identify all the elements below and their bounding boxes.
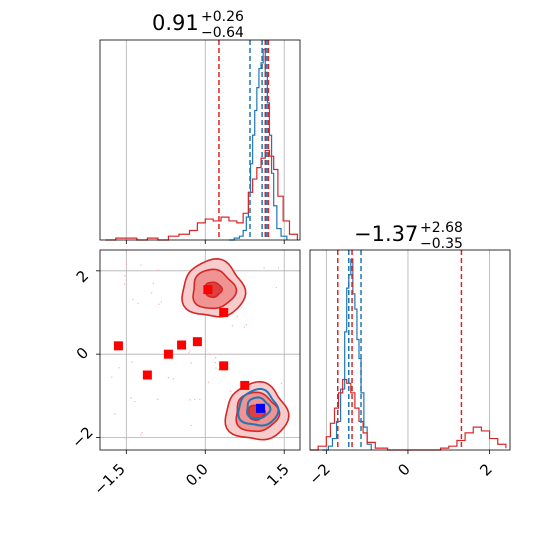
sample-dot: [214, 361, 217, 364]
histogram-series: [105, 149, 298, 241]
sample-dot: [167, 376, 170, 379]
histogram-series: [310, 378, 507, 451]
param1-title-upper: +0.26: [201, 9, 244, 25]
joint-ytick-label: 2: [73, 267, 92, 286]
param1-title-value: 0.91: [152, 11, 199, 35]
joint-scatter-panel: [96, 249, 301, 454]
sample-dot: [125, 263, 128, 265]
sample-dot: [275, 286, 278, 289]
contour-level: [237, 387, 280, 427]
sample-dot: [215, 367, 217, 369]
sample-dot: [245, 324, 248, 326]
sample-dot: [236, 315, 238, 318]
sample-dot: [207, 381, 210, 384]
scatter-point: [142, 370, 152, 380]
sample-dot: [141, 431, 143, 434]
scatter-point: [219, 308, 229, 317]
sample-dot: [194, 398, 196, 401]
sample-dot: [111, 376, 113, 378]
sample-dot: [124, 275, 126, 277]
joint-xtick-label: 1.5: [263, 460, 293, 490]
scatter-point: [219, 361, 229, 371]
sample-dot: [280, 382, 283, 385]
param1-title-lower: −0.64: [201, 25, 244, 41]
sample-dot: [199, 398, 201, 401]
param2-title-value: −1.37: [354, 222, 418, 246]
param1-title: 0.91 +0.26 −0.64: [152, 9, 244, 41]
sample-dot: [152, 282, 154, 284]
param2-xtick-label: 2: [476, 460, 495, 479]
truth-point: [256, 403, 266, 413]
sample-dot: [124, 437, 126, 439]
param1-marginal-panel: [99, 39, 301, 244]
sample-dot: [130, 397, 132, 399]
contour-level: [246, 396, 272, 420]
sample-dot: [140, 434, 142, 436]
sample-dot: [210, 353, 212, 356]
scatter-point: [240, 380, 250, 390]
sample-dot: [214, 356, 217, 359]
histogram-series: [228, 48, 288, 241]
sample-dot: [172, 378, 175, 380]
sample-dot: [132, 298, 134, 301]
scatter-point: [203, 285, 213, 295]
param2-xtick-label: −2: [305, 460, 333, 488]
sample-dot: [209, 436, 211, 439]
sample-dot: [190, 424, 192, 427]
sample-dot: [277, 267, 280, 269]
sample-dot: [189, 350, 191, 352]
sample-dot: [231, 325, 234, 327]
axes-frame: [99, 249, 301, 451]
sample-dot: [160, 300, 163, 303]
sample-dot: [114, 413, 116, 415]
scatter-point: [177, 340, 187, 350]
joint-ytick-label: 0: [73, 344, 92, 363]
axes-frame: [309, 249, 511, 451]
scatter-point: [113, 341, 123, 351]
sample-dot: [150, 292, 153, 294]
sample-dot: [123, 283, 126, 285]
sample-dot: [188, 352, 190, 354]
joint-xtick-label: 0.0: [182, 460, 212, 490]
joint-ytick-label: −2: [68, 423, 96, 451]
sample-dot: [137, 302, 139, 304]
histogram-series: [322, 258, 372, 451]
sample-dot: [131, 361, 133, 363]
sample-dot: [243, 326, 245, 328]
sample-dot: [157, 269, 159, 272]
sample-dot: [118, 367, 120, 369]
sample-dot: [190, 362, 192, 364]
sample-dot: [263, 267, 265, 269]
joint-xtick-label: −1.5: [90, 460, 128, 498]
param2-title: −1.37 +2.68 −0.35: [354, 220, 463, 252]
param2-marginal-panel: [309, 249, 511, 454]
param2-title-lower: −0.35: [420, 236, 463, 252]
param2-xtick-label: 0: [394, 460, 413, 479]
sample-dot: [189, 399, 191, 401]
sample-dot: [157, 398, 159, 400]
sample-dot: [230, 390, 232, 393]
scatter-point: [192, 337, 202, 347]
axes-frame: [99, 39, 301, 241]
sample-dot: [158, 303, 160, 306]
scatter-point: [163, 349, 173, 359]
sample-dot: [217, 368, 220, 371]
sample-dot: [140, 264, 142, 266]
param2-title-upper: +2.68: [420, 220, 463, 236]
sample-dot: [134, 400, 136, 403]
